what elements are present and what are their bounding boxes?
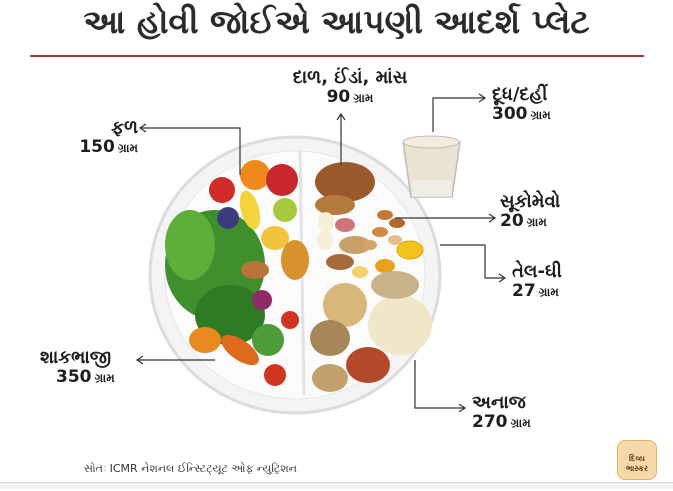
- label-oil-ghee: તેલ-ઘી 27 ગ્રામ: [512, 262, 562, 300]
- label-pulses-name: દાળ, ઈંડાં, માંસ: [292, 67, 408, 88]
- callout-grains: [414, 360, 465, 409]
- label-milk-unit: ગ્રામ: [530, 107, 551, 122]
- callout-oil: [440, 244, 505, 279]
- label-milk-qty: 300: [492, 103, 528, 124]
- label-dry-fruits: સૂકોમેવો 20 ગ્રામ: [500, 192, 560, 230]
- callout-lines: [135, 93, 507, 413]
- pulses-section: [315, 162, 375, 270]
- callout-milk-arrow: [478, 93, 487, 103]
- page-title: આ હોવી જોઈએ આપણી આદર્શ પ્લેટ: [83, 2, 590, 41]
- callout-fruits: [140, 127, 241, 175]
- label-vegetables-unit: ગ્રામ: [94, 370, 115, 385]
- label-dry-fruits-qty: 20: [500, 210, 524, 231]
- label-vegetables: શાકભાજી 350 ગ્રામ: [40, 348, 135, 386]
- label-fruits-unit: ગ્રામ: [117, 140, 138, 155]
- label-fruits: ફળ 150 ગ્રામ: [66, 118, 138, 156]
- label-fruits-qty: 150: [79, 136, 115, 157]
- label-pulses: દાળ, ઈંડાં, માંસ 90 ગ્રામ: [285, 68, 415, 106]
- brand-logo: દિવ્ય ભાસ્કર: [617, 440, 657, 480]
- dry-fruits-section: [363, 210, 405, 250]
- milk-glass: [402, 135, 461, 198]
- grains-section: [310, 271, 432, 392]
- label-vegetables-qty: 350: [56, 366, 92, 387]
- label-dry-fruits-unit: ગ્રામ: [526, 214, 547, 229]
- label-grains-qty: 270: [472, 411, 508, 432]
- label-oil-ghee-unit: ગ્રામ: [538, 284, 559, 299]
- bottom-bar: [0, 482, 673, 489]
- label-pulses-qty: 90: [326, 86, 351, 107]
- label-milk: દૂધ/દહીં 300 ગ્રામ: [492, 85, 551, 123]
- label-grains: અનાજ 270 ગ્રામ: [472, 393, 531, 431]
- brand-logo-text: દિવ્ય ભાસ્કર: [625, 454, 649, 473]
- callout-fruits-arrow: [138, 123, 147, 133]
- label-oil-ghee-qty: 27: [512, 280, 536, 301]
- label-milk-name: દૂધ/દહીં: [492, 84, 548, 105]
- label-oil-ghee-name: તેલ-ઘી: [512, 261, 562, 282]
- callout-milk: [432, 97, 485, 132]
- vegetables-section: [165, 210, 299, 386]
- callout-pulses-arrow: [336, 112, 346, 121]
- callout-dryfruits-arrow: [488, 213, 497, 223]
- callout-grains-arrow: [458, 403, 467, 413]
- source-credit: સોતઃ ICMR નેશનલ ઈન્સ્ટિટ્યૂટ ઓફ ન્યુટ્રિ…: [84, 462, 297, 475]
- label-grains-name: અનાજ: [472, 392, 526, 413]
- label-dry-fruits-name: સૂકોમેવો: [500, 191, 561, 212]
- callout-vegetables-arrow: [135, 355, 144, 365]
- callout-oil-arrow: [498, 273, 507, 283]
- label-vegetables-name: શાકભાજી: [40, 347, 112, 368]
- label-grains-unit: ગ્રામ: [510, 415, 531, 430]
- title-underline: [30, 55, 644, 57]
- oil-ghee-section: [352, 240, 424, 278]
- label-fruits-name: ફળ: [111, 117, 138, 138]
- label-pulses-unit: ગ્રામ: [353, 90, 374, 105]
- fruits-section: [209, 160, 309, 280]
